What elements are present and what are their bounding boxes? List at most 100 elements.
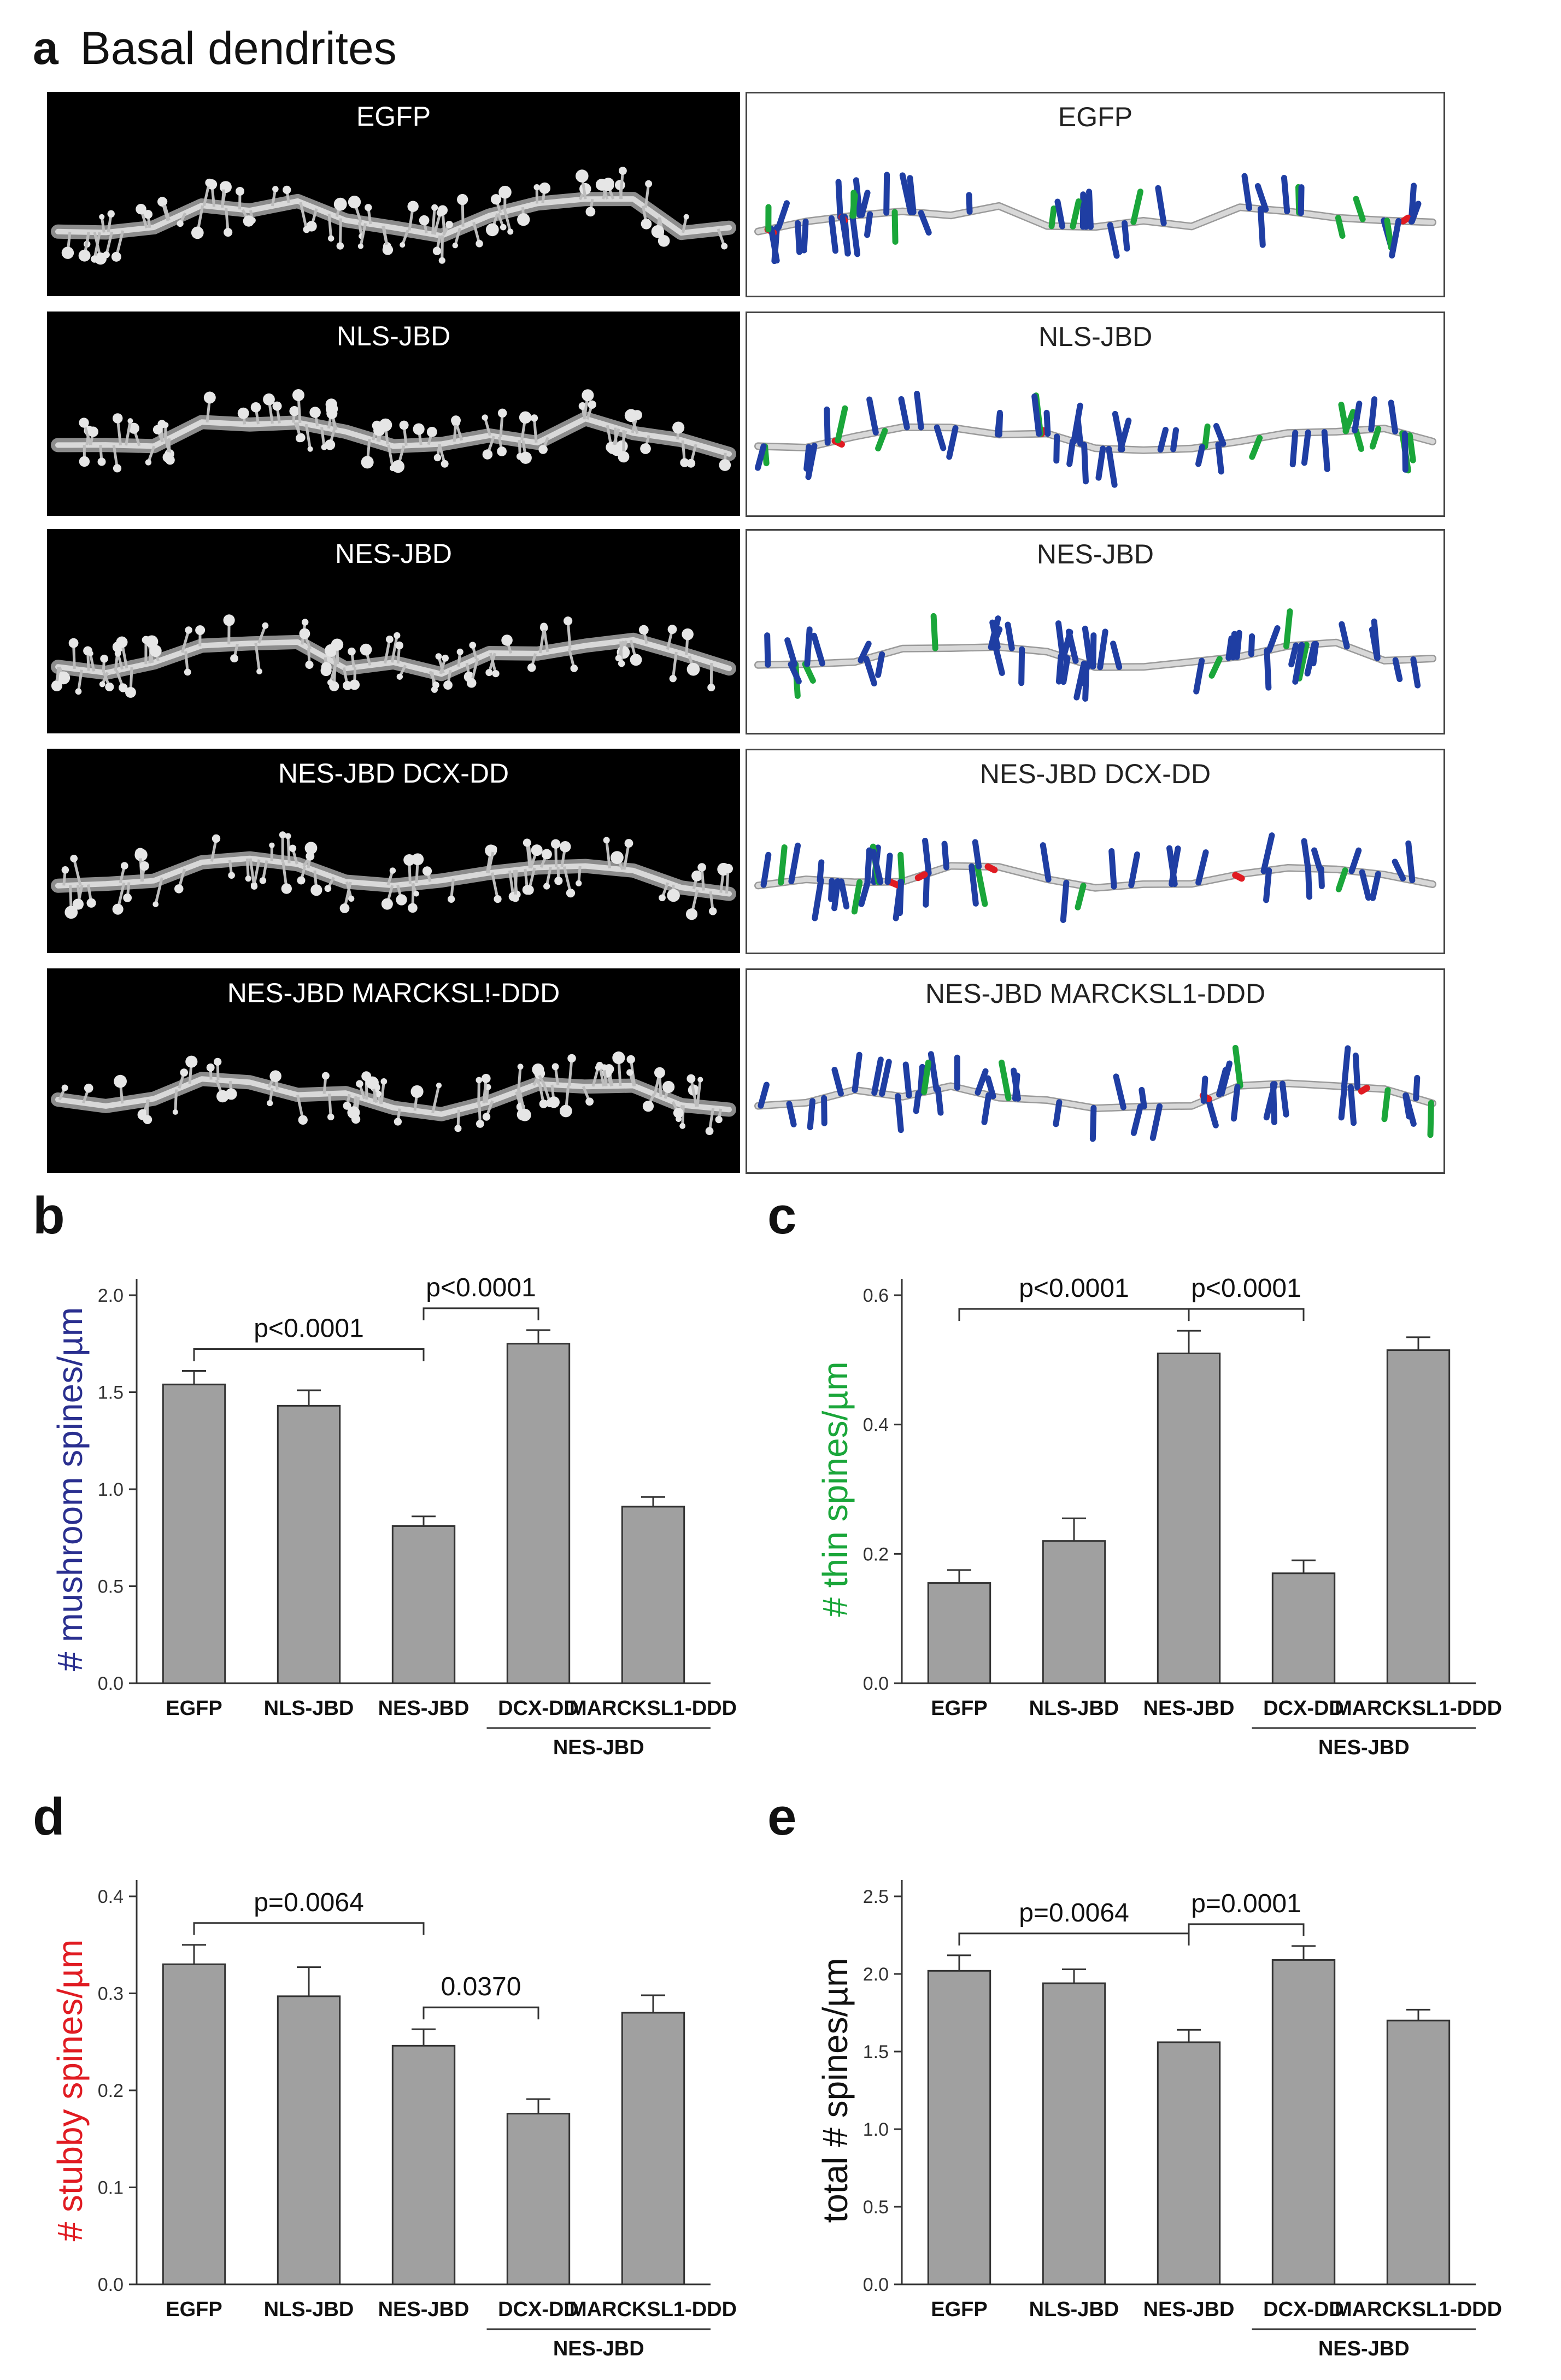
spine-head xyxy=(392,460,404,473)
spine-head xyxy=(567,1054,576,1063)
y-axis-label-main: spines/µm xyxy=(815,1958,855,2118)
spine-head xyxy=(448,896,455,903)
spine-head xyxy=(140,861,149,871)
spine-head xyxy=(113,904,124,915)
spine-model xyxy=(1284,178,1287,211)
spine-head xyxy=(697,863,706,872)
spine-head xyxy=(691,871,702,882)
bar-dcx-dd xyxy=(507,2114,569,2284)
spine-head xyxy=(328,236,334,242)
spine-head xyxy=(457,649,463,655)
spine-head xyxy=(306,661,314,669)
spine-head xyxy=(100,655,108,663)
y-axis-label: total # spines/µm xyxy=(815,1958,855,2223)
spine-model xyxy=(938,1089,941,1113)
reconstruction-label: NLS-JBD xyxy=(747,321,1443,352)
spine-model xyxy=(988,867,995,870)
bar-dcx-dd xyxy=(1272,1960,1334,2284)
spine-head xyxy=(436,1083,442,1088)
spine-head xyxy=(687,663,700,676)
spine-head xyxy=(457,194,468,205)
spine-head xyxy=(245,875,251,882)
spine-head xyxy=(686,908,697,920)
spine-model xyxy=(977,866,985,904)
spine-model xyxy=(1237,633,1239,657)
spine-head xyxy=(225,1088,237,1100)
spine-model xyxy=(1153,1106,1159,1138)
spine-head xyxy=(512,895,519,902)
spine-head xyxy=(427,427,437,437)
significance-bracket xyxy=(194,1349,424,1361)
spine-model xyxy=(1110,225,1117,256)
bar-nes-jbd xyxy=(392,1526,454,1683)
spine-model xyxy=(810,1101,812,1127)
spine-model xyxy=(1403,218,1408,221)
spine-head xyxy=(715,1116,723,1123)
spine-neck xyxy=(175,1090,177,1112)
spine-head xyxy=(531,414,538,421)
spine-head xyxy=(719,459,731,471)
group-label: NES-JBD xyxy=(1318,2337,1410,2360)
spine-head xyxy=(576,169,589,183)
spine-model xyxy=(1070,442,1073,464)
spine-head xyxy=(62,866,69,873)
spine-model xyxy=(835,882,838,908)
spine-model xyxy=(944,844,947,867)
spine-model xyxy=(1078,886,1083,907)
spine-head xyxy=(469,642,476,649)
spine-model xyxy=(1324,432,1327,469)
spine-head xyxy=(498,409,507,418)
spine-model xyxy=(1266,871,1269,900)
spine-head xyxy=(542,849,552,860)
spine-head xyxy=(431,204,438,211)
spine-head xyxy=(224,614,235,626)
spine-head xyxy=(273,402,282,411)
spine-neck xyxy=(330,1094,331,1117)
spine-head xyxy=(476,1077,483,1084)
spine-head xyxy=(659,894,666,901)
reconstruction-nes-jbd-marcksl1-ddd: NES-JBD MARCKSL1-DDD xyxy=(746,968,1445,1174)
y-axis-label: # stubby spines/µm xyxy=(50,1940,90,2242)
spine-neck xyxy=(534,418,536,443)
spine-head xyxy=(451,415,461,425)
spine-head xyxy=(422,866,432,875)
spine-head xyxy=(113,464,121,472)
spine-model xyxy=(1085,628,1090,666)
spine-head xyxy=(612,1051,625,1064)
spine-model xyxy=(870,399,876,432)
bar-marcksl1-ddd xyxy=(622,1507,684,1683)
spine-head xyxy=(483,449,492,459)
spine-head xyxy=(482,1074,491,1083)
spine-model xyxy=(835,1070,841,1094)
spine-head xyxy=(238,408,249,419)
spine-head xyxy=(79,456,90,467)
significance-bracket xyxy=(194,1923,424,1935)
spine-model xyxy=(925,841,929,873)
spine-head xyxy=(256,668,262,674)
x-tick-label: EGFP xyxy=(166,2298,222,2321)
spine-model xyxy=(901,855,902,882)
spine-model xyxy=(1387,221,1392,248)
y-tick-label: 0.2 xyxy=(863,1544,889,1565)
spine-head xyxy=(539,1100,548,1108)
significance-bracket xyxy=(1189,1309,1304,1321)
spine-model xyxy=(1355,1056,1357,1088)
spine-head xyxy=(662,1081,674,1093)
spine-head xyxy=(298,1115,308,1125)
spine-head xyxy=(99,681,105,687)
spine-head xyxy=(548,1096,560,1108)
spine-model xyxy=(972,866,976,903)
spine-head xyxy=(309,407,321,418)
spine-neck xyxy=(515,870,517,898)
spine-head xyxy=(501,634,513,646)
spine-model xyxy=(767,636,768,665)
y-tick-label: 0.0 xyxy=(863,2275,889,2295)
spine-head xyxy=(214,1058,221,1066)
x-tick-label: EGFP xyxy=(166,1697,222,1720)
spine-head xyxy=(337,242,344,250)
spine-head xyxy=(281,883,292,894)
y-axis-label-main: mushroom spines/µm xyxy=(50,1307,90,1642)
spine-model xyxy=(1089,192,1091,227)
bar-nls-jbd xyxy=(1043,1983,1105,2284)
